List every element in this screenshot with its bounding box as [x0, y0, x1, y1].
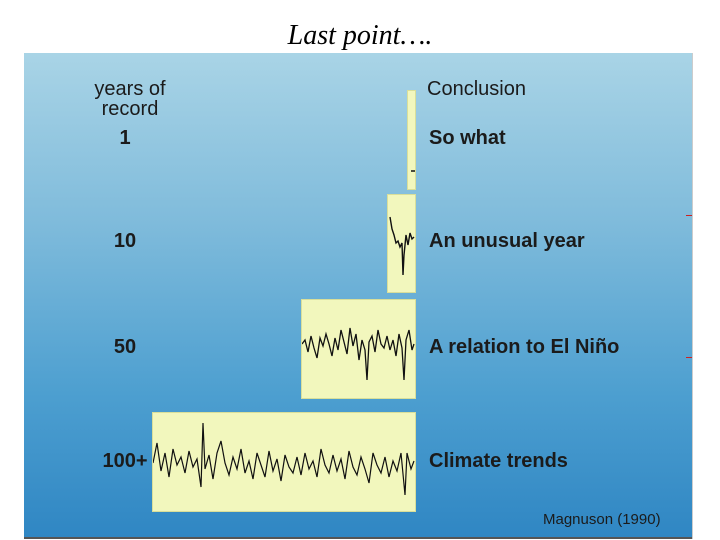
record-trace-10yr [389, 216, 415, 276]
record-box-10yr [387, 194, 416, 293]
bottom-rule [24, 537, 692, 539]
record-trace-50yr [302, 327, 415, 381]
record-trace-100yr [153, 422, 415, 496]
red-tick-mark [686, 215, 692, 216]
citation: Magnuson (1990) [543, 511, 661, 528]
row-2-conclusion: An unusual year [429, 230, 585, 252]
slide-title: Last point…. [287, 20, 433, 51]
row-2-years: 10 [113, 230, 137, 252]
years-header-line-1: years of [94, 78, 166, 100]
row-3-conclusion: A relation to El Niño [429, 336, 620, 358]
row-1-conclusion: So what [429, 127, 506, 149]
row-4-conclusion: Climate trends [429, 450, 568, 472]
panel-edge [692, 53, 693, 539]
record-box-1yr [407, 90, 416, 190]
record-box-50yr [301, 299, 416, 399]
row-4-years: 100+ [102, 450, 148, 472]
conclusion-header: Conclusion [427, 78, 526, 100]
record-trace-1yr [411, 170, 415, 172]
years-header-line-2: record [101, 98, 159, 120]
red-tick-mark [686, 357, 692, 358]
years-of-record-header: years of record [60, 79, 200, 119]
row-1-years: 1 [119, 127, 131, 149]
row-3-years: 50 [113, 336, 137, 358]
record-box-100yr [152, 412, 416, 512]
